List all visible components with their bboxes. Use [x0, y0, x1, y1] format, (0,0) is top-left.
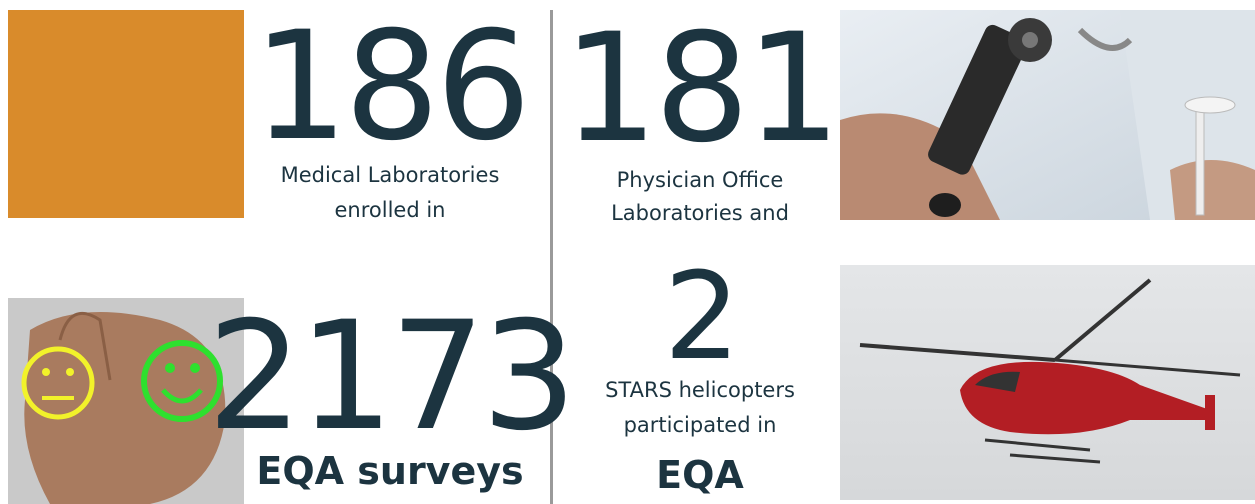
helicopter-photo — [840, 265, 1255, 500]
stat-caption: Laboratories and — [611, 201, 789, 225]
stat-number: 181 — [563, 2, 837, 176]
stat-number: 186 — [253, 0, 527, 174]
stat-number: 2 — [664, 248, 736, 387]
stat-highlight: EQA surveys — [256, 449, 523, 493]
color-block — [8, 10, 244, 218]
divider — [550, 10, 553, 504]
stat-caption: enrolled in — [335, 198, 446, 222]
stat-caption: STARS helicopters — [605, 378, 795, 402]
stat-caption: participated in — [624, 413, 777, 437]
feedback-photo — [8, 298, 244, 504]
stat-caption: Physician Office — [617, 168, 784, 192]
stat-highlight: EQA — [656, 453, 744, 497]
stat-caption: Medical Laboratories — [281, 163, 500, 187]
stat-number: 2173 — [207, 290, 573, 464]
otoscope-photo — [840, 10, 1255, 220]
